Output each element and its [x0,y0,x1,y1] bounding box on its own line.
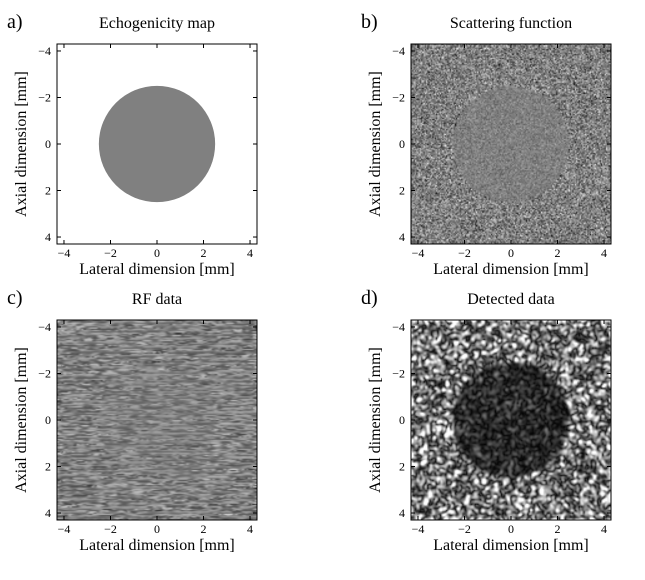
panel-letter: a) [7,11,23,33]
panel-title: Detected data [467,291,555,308]
panel-title: Echogenicity map [99,15,215,32]
panel-letter: c) [7,287,23,309]
panel-a: a) Echogenicity map −4 −4 −2 −2 0 0 2 2 4 4 Lateral … [7,11,258,278]
y-tick-label: −2 [38,366,51,380]
x-tick-label: −4 [412,246,425,260]
x-axis-label: Lateral dimension [mm] [79,537,235,554]
detected-image [411,320,611,520]
panel-letter: b) [361,11,378,33]
y-tick-label: 2 [45,460,51,474]
scattering-image [411,44,611,244]
x-tick-label: 2 [201,246,207,260]
y-axis-label: Axial dimension [mm] [367,347,384,493]
y-tick-label: −4 [392,320,405,334]
y-tick-label: 4 [45,230,51,244]
x-axis-label: Lateral dimension [mm] [433,261,589,278]
y-axis-label: Axial dimension [mm] [13,71,30,217]
x-tick-label: 4 [247,246,253,260]
y-tick-label: −4 [38,320,51,334]
y-tick-label: 4 [45,506,51,520]
y-axis-label: Axial dimension [mm] [13,347,30,493]
x-tick-label: 0 [154,522,160,536]
panel-b: b) Scattering function −4 −4 −2 −2 0 0 2 2 4 4 Later… [361,11,612,278]
y-tick-label: −2 [38,90,51,104]
x-tick-label: 4 [247,522,253,536]
panel-title: RF data [132,291,182,308]
y-tick-label: −2 [392,366,405,380]
x-axis-label: Lateral dimension [mm] [79,261,235,278]
y-tick-label: 0 [45,413,51,427]
inclusion-disk [98,85,216,203]
x-tick-label: −2 [104,246,117,260]
panel-c: c) RF data −4 −4 −2 −2 0 0 2 2 4 4 Lateral dimension… [7,287,258,554]
y-tick-label: −4 [38,44,51,58]
y-tick-label: 4 [399,230,405,244]
x-tick-label: 0 [508,246,514,260]
y-tick-label: 0 [45,137,51,151]
x-tick-label: −2 [458,522,471,536]
x-axis-label: Lateral dimension [mm] [433,537,589,554]
x-tick-label: 0 [154,246,160,260]
x-tick-label: 4 [601,246,607,260]
x-tick-label: −4 [58,522,71,536]
y-tick-label: 2 [45,184,51,198]
y-tick-label: 2 [399,184,405,198]
y-tick-label: 0 [399,413,405,427]
x-tick-label: 2 [555,522,561,536]
x-tick-label: −4 [412,522,425,536]
x-tick-label: −4 [58,246,71,260]
x-tick-label: −2 [104,522,117,536]
panel-letter: d) [361,287,378,309]
y-tick-label: 2 [399,460,405,474]
x-tick-label: −2 [458,246,471,260]
x-tick-label: 2 [555,246,561,260]
panel-title: Scattering function [450,15,572,32]
y-tick-label: 0 [399,137,405,151]
x-tick-label: 2 [201,522,207,536]
rf-image [57,320,257,520]
y-tick-label: 4 [399,506,405,520]
x-tick-label: 0 [508,522,514,536]
panel-d: d) Detected data −4 −4 −2 −2 0 0 2 2 4 4 Lateral dim… [361,287,612,554]
x-tick-label: 4 [601,522,607,536]
y-axis-label: Axial dimension [mm] [367,71,384,217]
y-tick-label: −4 [392,44,405,58]
y-tick-label: −2 [392,90,405,104]
